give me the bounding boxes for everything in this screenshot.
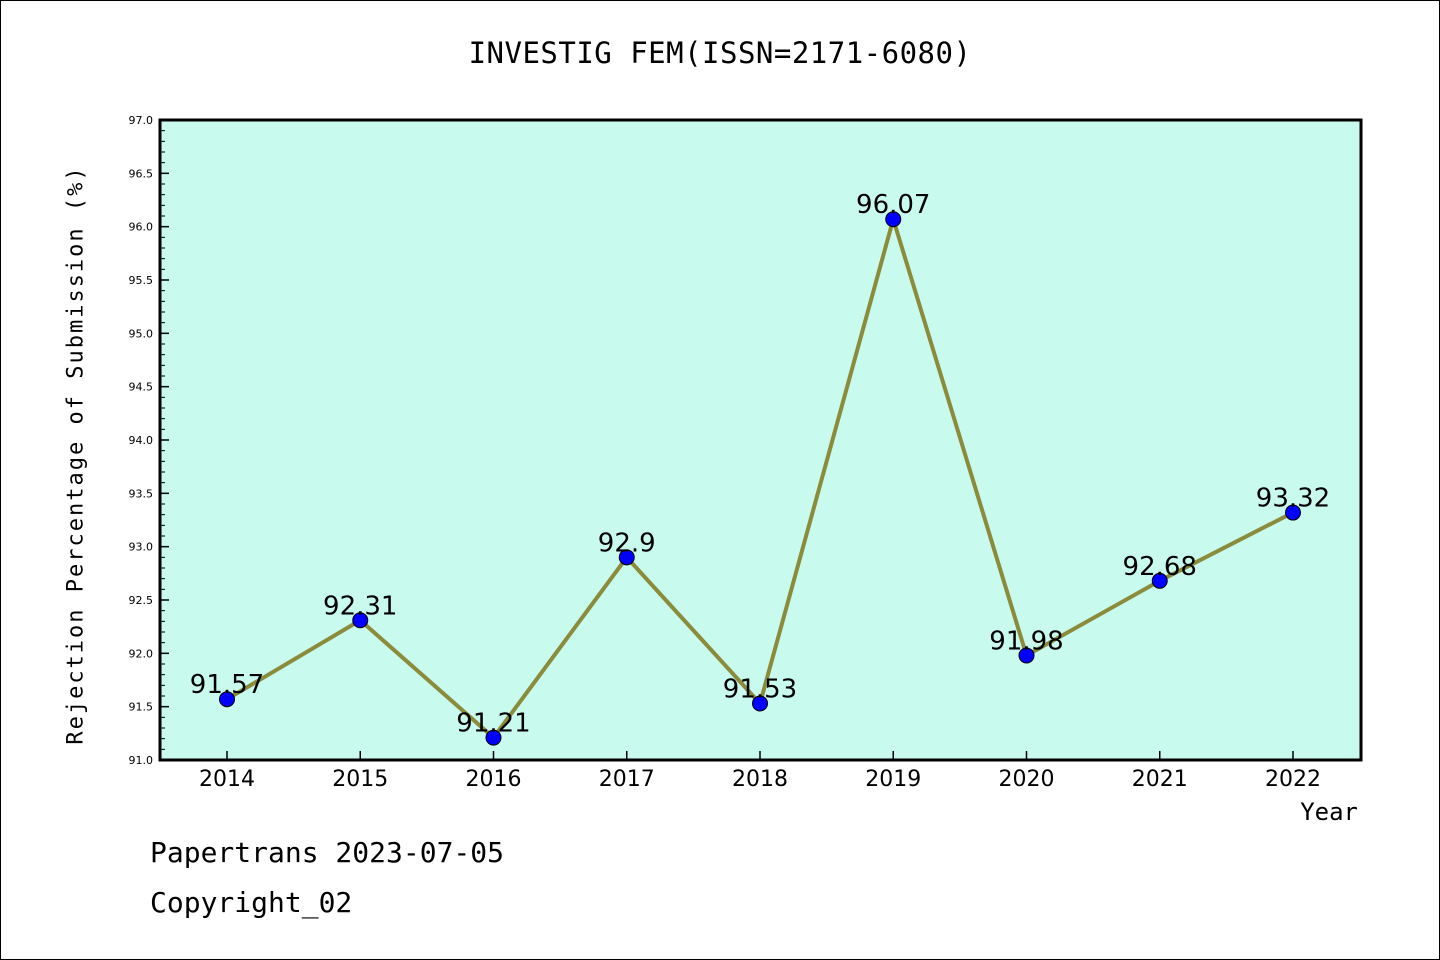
data-point [1151,572,1168,589]
y-tick-label: 92.0 [129,647,154,660]
data-label: 93.32 [1256,484,1330,514]
plot-area [158,118,1363,762]
footer-date: Papertrans 2023-07-05 [150,836,505,869]
x-tick-label: 2015 [332,767,388,792]
chart-title: INVESTIG FEM(ISSN=2171-6080) [468,36,972,70]
data-point [885,211,902,228]
data-label: 91.21 [456,709,530,739]
data-point [752,695,768,712]
x-tick-label: 2018 [732,767,788,792]
data-point [485,729,502,746]
data-label: 92.68 [1123,552,1197,582]
data-point [352,612,369,629]
y-tick-label: 94.0 [129,434,154,447]
y-tick-label: 95.0 [129,327,154,340]
y-tick-label: 96.5 [129,167,154,180]
data-point [618,549,635,566]
y-tick-label: 92.5 [129,594,154,607]
data-label: 96.07 [856,190,930,220]
x-tick-label: 2017 [599,767,655,792]
x-tick-label: 2020 [999,767,1055,792]
data-point [1018,647,1035,664]
y-tick-label: 96.0 [129,221,154,234]
x-axis-label: Year [1300,798,1358,826]
footer-copyright: Copyright_02 [150,886,353,919]
data-point [1285,504,1301,521]
y-tick-label: 94.5 [129,381,154,394]
y-tick-label: 93.5 [129,487,154,500]
x-tick-label: 2016 [466,767,522,792]
y-tick-label: 95.5 [129,274,154,287]
data-label: 91.98 [989,626,1063,656]
data-label: 91.57 [190,670,264,700]
x-tick-label: 2021 [1132,767,1188,792]
data-label: 92.31 [323,591,397,621]
x-tick-label: 2022 [1265,767,1321,792]
x-tick-label: 2019 [865,767,921,792]
y-tick-label: 91.0 [129,754,154,767]
y-tick-label: 97.0 [129,114,154,127]
y-tick-label: 91.5 [129,701,154,714]
data-label: 92.9 [598,528,656,558]
y-tick-label: 93.0 [129,541,154,554]
data-label: 91.53 [723,674,797,704]
data-point [219,691,235,708]
x-tick-label: 2014 [199,767,255,792]
